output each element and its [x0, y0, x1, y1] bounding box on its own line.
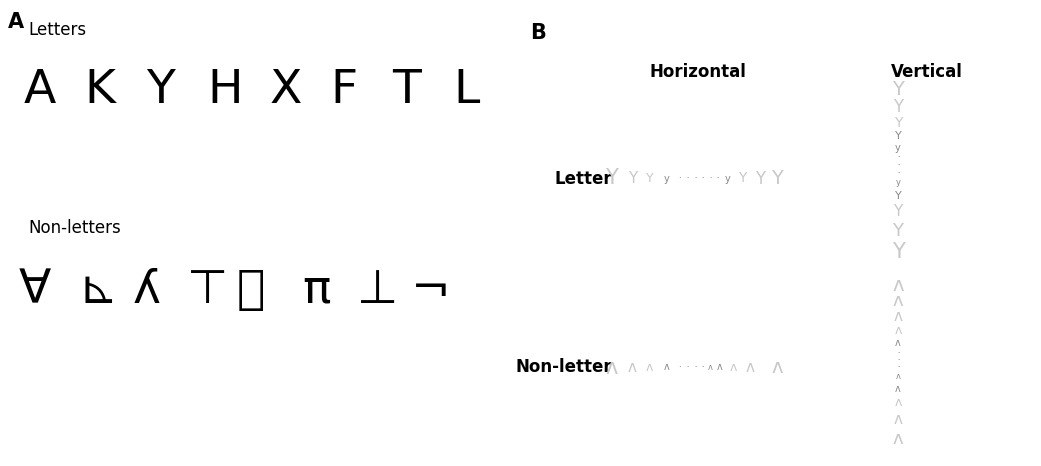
- Text: ʌ: ʌ: [745, 360, 755, 375]
- Text: Y: Y: [755, 170, 765, 187]
- Text: Y: Y: [605, 169, 618, 189]
- Text: A: A: [8, 12, 24, 32]
- Text: ʌ: ʌ: [893, 309, 903, 324]
- Text: ⊤: ⊤: [187, 268, 229, 313]
- Text: ·: ·: [897, 357, 899, 363]
- Text: Y: Y: [628, 171, 637, 186]
- Text: F: F: [330, 68, 358, 113]
- Text: ʌ: ʌ: [605, 357, 617, 377]
- Text: ʌ: ʌ: [628, 360, 637, 375]
- Text: ·: ·: [897, 170, 899, 176]
- Text: Y: Y: [894, 116, 903, 130]
- Text: y: y: [895, 143, 900, 153]
- Text: L: L: [454, 68, 480, 113]
- Text: ·: ·: [679, 363, 681, 372]
- Text: ʎ: ʎ: [133, 268, 160, 313]
- Text: Y: Y: [645, 172, 653, 185]
- Text: Y: Y: [770, 169, 783, 188]
- Text: ʌ: ʌ: [893, 292, 904, 310]
- Text: ʌ: ʌ: [730, 361, 737, 374]
- Text: ʌ: ʌ: [894, 396, 902, 409]
- Text: ⊥: ⊥: [356, 268, 398, 313]
- Text: ʌ: ʌ: [645, 361, 653, 374]
- Text: T: T: [391, 68, 421, 113]
- Text: ·: ·: [702, 364, 704, 370]
- Text: ʌ: ʌ: [892, 276, 904, 295]
- Text: Y: Y: [738, 171, 746, 185]
- Text: Y: Y: [894, 191, 902, 201]
- Text: H: H: [208, 68, 244, 113]
- Text: ʌ: ʌ: [893, 412, 903, 427]
- Text: ʌ: ʌ: [894, 324, 902, 337]
- Text: Y: Y: [892, 222, 904, 240]
- Text: ·: ·: [679, 174, 681, 183]
- Text: ·: ·: [897, 350, 899, 356]
- Text: Vertical: Vertical: [890, 63, 963, 81]
- Text: ʌ: ʌ: [717, 363, 722, 372]
- Text: π: π: [302, 268, 330, 313]
- Text: y: y: [725, 173, 730, 184]
- Text: ·: ·: [694, 364, 696, 370]
- Text: ⊾: ⊾: [78, 268, 118, 313]
- Text: Y: Y: [891, 242, 905, 262]
- Text: Letter: Letter: [555, 170, 612, 187]
- Text: ·: ·: [716, 176, 719, 181]
- Text: Horizontal: Horizontal: [649, 63, 746, 81]
- Text: ʌ: ʌ: [895, 338, 900, 348]
- Text: ⨉: ⨉: [237, 268, 265, 313]
- Text: Letters: Letters: [29, 21, 86, 39]
- Text: ʌ: ʌ: [663, 363, 669, 372]
- Text: Non-letter: Non-letter: [515, 358, 612, 377]
- Text: ʌ: ʌ: [708, 363, 713, 372]
- Text: Non-letters: Non-letters: [29, 219, 122, 237]
- Text: ·: ·: [897, 154, 899, 160]
- Text: y: y: [895, 178, 900, 187]
- Text: ʌ: ʌ: [895, 384, 900, 393]
- Text: ʌ: ʌ: [771, 358, 783, 377]
- Text: Y: Y: [892, 80, 904, 99]
- Text: ·: ·: [686, 176, 688, 181]
- Text: ¬: ¬: [411, 268, 451, 313]
- Text: ʌ: ʌ: [893, 430, 904, 448]
- Text: K: K: [84, 68, 116, 113]
- Text: ʌ: ʌ: [895, 372, 900, 381]
- Text: Y: Y: [893, 204, 903, 219]
- Text: A: A: [24, 68, 56, 113]
- Text: ·: ·: [694, 176, 696, 181]
- Text: ·: ·: [702, 176, 704, 181]
- Text: ·: ·: [686, 364, 688, 370]
- Text: Y: Y: [146, 68, 175, 113]
- Text: ·: ·: [709, 176, 711, 181]
- Text: y: y: [663, 173, 669, 184]
- Text: Y: Y: [893, 98, 903, 116]
- Text: ∀: ∀: [19, 268, 51, 313]
- Text: Y: Y: [894, 131, 902, 141]
- Text: ·: ·: [897, 364, 899, 370]
- Text: ·: ·: [897, 162, 899, 168]
- Text: X: X: [269, 68, 302, 113]
- Text: B: B: [530, 23, 545, 43]
